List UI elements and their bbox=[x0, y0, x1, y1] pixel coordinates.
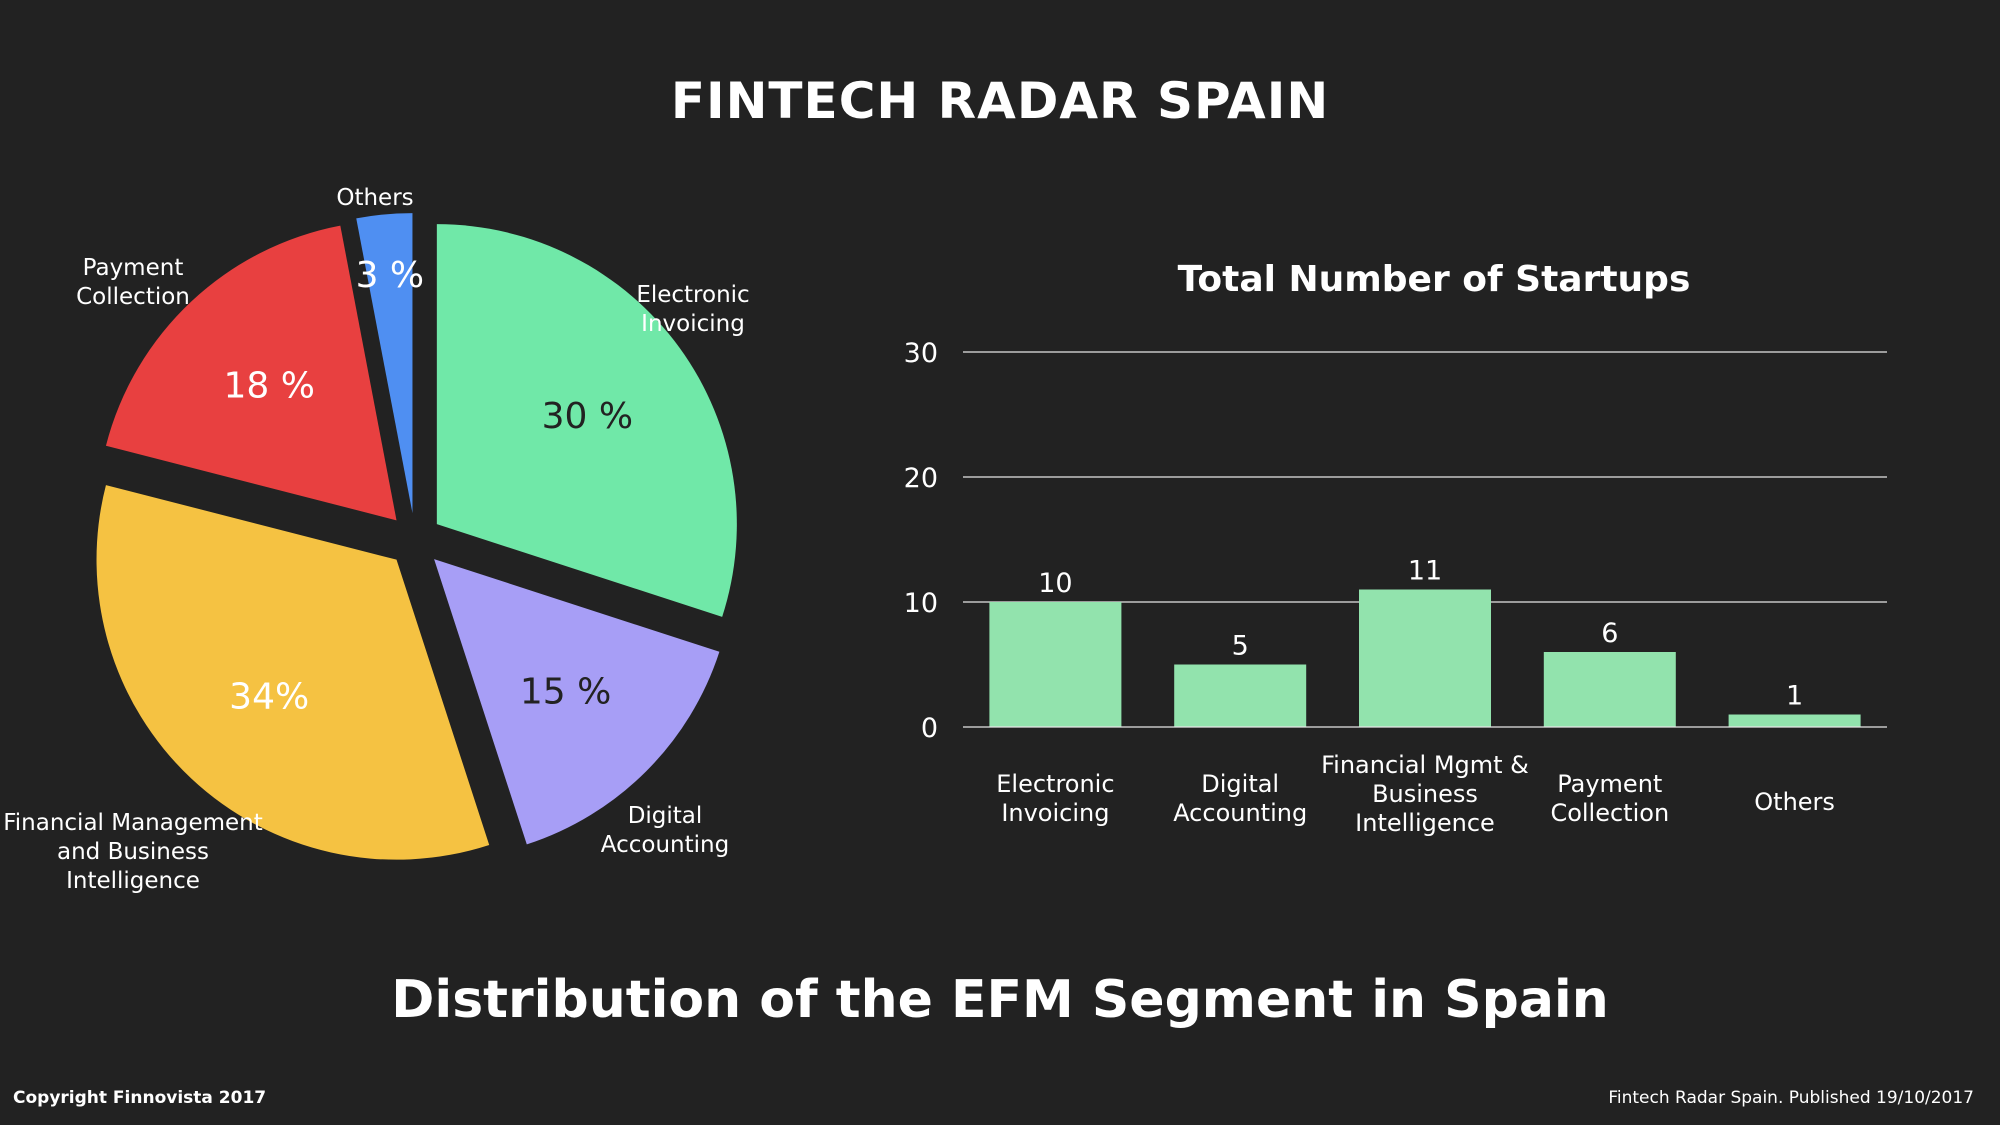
x-tick-label: Financial Mgmt & Business Intelligence bbox=[1321, 751, 1529, 837]
bar-value-label: 6 bbox=[1601, 618, 1618, 649]
bar bbox=[1543, 652, 1676, 727]
pie-category-label: Digital Accounting bbox=[601, 803, 729, 858]
pie-slice-others bbox=[356, 213, 413, 514]
pie-category-label: Electronic Invoicing bbox=[636, 282, 749, 337]
bar bbox=[1728, 714, 1861, 727]
pie-slice-digital-accounting bbox=[434, 559, 720, 845]
pie-category-label: Financial Management and Business Intellig… bbox=[3, 810, 263, 894]
bar-chart-title: Total Number of Startups bbox=[1178, 259, 1691, 300]
y-tick-label: 0 bbox=[921, 713, 938, 744]
page-title: FINTECH RADAR SPAIN bbox=[670, 72, 1330, 130]
x-tick-label: Electronic Invoicing bbox=[996, 770, 1114, 827]
x-tick-label: Digital Accounting bbox=[1173, 770, 1307, 827]
bar-value-label: 11 bbox=[1408, 556, 1442, 587]
pie-value-label: 30 % bbox=[542, 396, 633, 437]
pie-slice-electronic-invoicing bbox=[436, 224, 737, 617]
bar bbox=[1174, 664, 1307, 727]
published-text: Fintech Radar Spain. Published 19/10/201… bbox=[1608, 1088, 1974, 1108]
bar-value-label: 5 bbox=[1232, 631, 1249, 662]
pie-slice-financial-management-and-business-intelligence bbox=[96, 485, 490, 860]
pie-value-label: 3 % bbox=[356, 255, 425, 296]
copyright-text: Copyright Finnovista 2017 bbox=[13, 1088, 267, 1108]
pie-category-label: Others bbox=[336, 185, 413, 211]
pie-slice-payment-collection bbox=[105, 225, 397, 521]
bar bbox=[989, 602, 1122, 727]
pie-chart: 30 % Electronic Invoicing 15 % Digital Accoun… bbox=[3, 185, 749, 894]
pie-category-label: Payment Collection bbox=[76, 255, 190, 310]
chart-subtitle: Distribution of the EFM Segment in Spain bbox=[391, 970, 1609, 1030]
pie-value-label: 18 % bbox=[223, 366, 314, 407]
bar-value-label: 1 bbox=[1786, 681, 1803, 712]
x-tick-label: Payment Collection bbox=[1550, 770, 1669, 827]
bar-value-label: 10 bbox=[1038, 568, 1072, 599]
pie-value-label: 34% bbox=[229, 676, 309, 717]
y-tick-label: 10 bbox=[904, 588, 938, 619]
bar-chart: Total Number of Startups 0 10 20 30 10 Electro… bbox=[904, 259, 1887, 837]
y-tick-label: 20 bbox=[904, 463, 938, 494]
x-tick-label: Others bbox=[1754, 788, 1835, 816]
pie-value-label: 15 % bbox=[520, 672, 611, 713]
y-tick-label: 30 bbox=[904, 338, 938, 369]
bar bbox=[1359, 589, 1491, 727]
